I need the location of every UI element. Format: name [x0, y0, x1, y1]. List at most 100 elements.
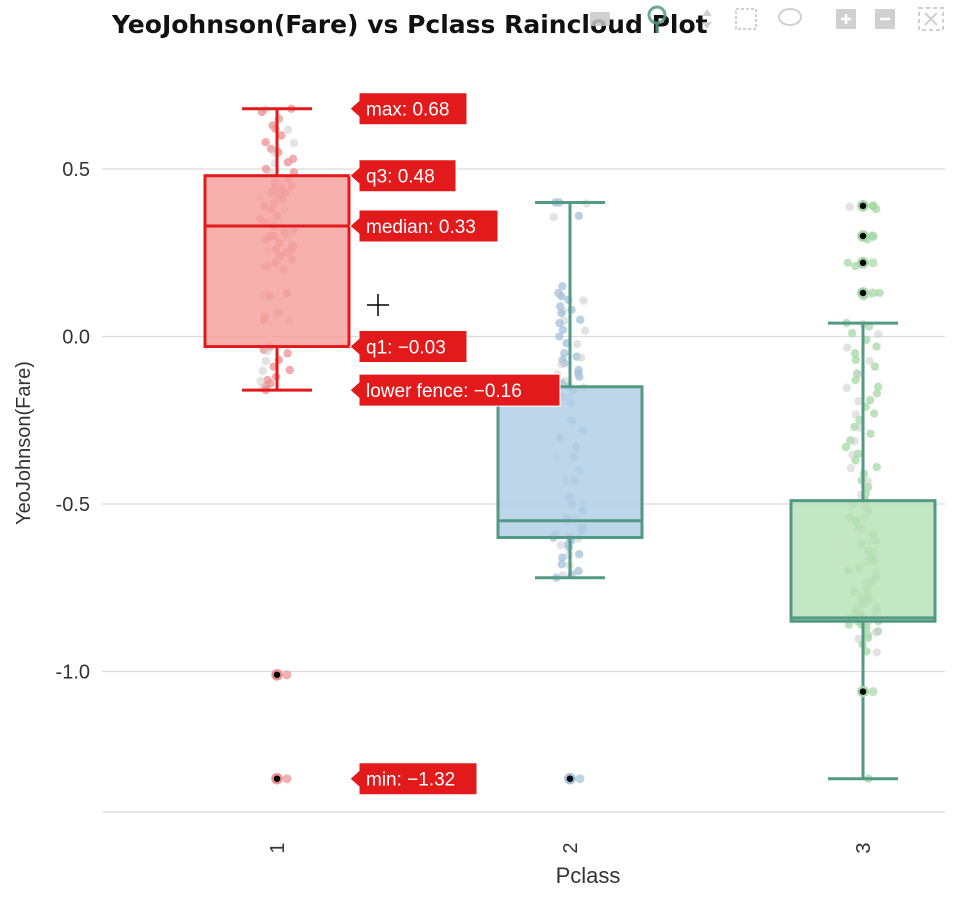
hover-label-text: q3: 0.48 [366, 167, 435, 188]
hover-label-q3: q3: 0.48 [349, 159, 457, 193]
outlier-shadow-point [868, 201, 878, 211]
data-point [256, 376, 265, 386]
data-point [576, 315, 585, 324]
autoscale-icon[interactable] [918, 7, 944, 31]
data-point [851, 456, 860, 465]
y-tick-label: -0.5 [56, 494, 90, 516]
x-axis-label: Pclass [556, 863, 621, 888]
modebar[interactable] [590, 5, 944, 33]
hover-label-text: q1: −0.03 [366, 338, 446, 359]
hover-label-box [349, 373, 561, 407]
box-layer[interactable] [203, 107, 937, 781]
data-point [872, 462, 881, 472]
autoscale-cross [924, 12, 938, 26]
hover-label-median: median: 0.33 [349, 209, 499, 243]
hover-label-lower-fence: lower fence: −0.16 [349, 373, 561, 407]
hover-label-q1: q1: −0.03 [349, 330, 468, 364]
data-point [846, 463, 856, 473]
lasso-loop [778, 8, 802, 26]
data-point [843, 343, 852, 352]
data-point [557, 360, 566, 369]
data-point [866, 429, 875, 438]
y-tick-label: -1.0 [56, 662, 90, 684]
data-point [842, 383, 851, 392]
outlier-point [857, 200, 869, 212]
hover-layer: max: 0.68 q3: 0.48 median: 0.33 q1: −0.03 lo… [349, 92, 561, 796]
hover-label-box [349, 762, 478, 796]
data-point [283, 349, 292, 358]
hover-label-text: min: −1.32 [366, 770, 455, 791]
data-point [556, 541, 566, 550]
hover-label-text: median: 0.33 [366, 217, 476, 238]
outlier-point [857, 257, 869, 269]
lasso-icon[interactable] [778, 8, 802, 26]
outlier-point [271, 669, 283, 681]
outlier-shadow-point [575, 774, 585, 784]
data-point [549, 212, 558, 222]
outlier-shadow-point [868, 288, 878, 298]
data-point [560, 349, 569, 358]
hover-label-min: min: −1.32 [349, 762, 478, 796]
outlier-point [857, 230, 869, 242]
iqr-box[interactable] [789, 499, 937, 623]
crosshair-cursor-icon [367, 294, 389, 316]
hover-label-box [349, 209, 499, 243]
pan-icon[interactable] [702, 9, 712, 29]
box-pclass-2[interactable] [496, 201, 644, 580]
hover-label-text: max: 0.68 [366, 100, 449, 121]
axis-layer: YeoJohnson(Fare) Pclass 0.5 0.0 -0.5 -1.0 1 2… [13, 159, 875, 888]
box-pclass-3[interactable] [789, 321, 937, 781]
hover-label-text: lower fence: −0.16 [366, 381, 522, 402]
autoscale-frame [918, 7, 944, 31]
zoom-out-icon[interactable] [875, 9, 895, 29]
iqr-box[interactable] [203, 174, 351, 349]
camera-icon[interactable] [590, 12, 610, 26]
data-point [863, 483, 873, 492]
data-point [575, 372, 584, 381]
data-point [555, 332, 564, 341]
data-point [558, 553, 567, 562]
outlier-shadow-point [282, 774, 292, 784]
box-pclass-1[interactable] [203, 107, 351, 392]
data-point [258, 366, 267, 376]
data-point [285, 365, 294, 375]
data-point [557, 308, 566, 318]
chart-title: YeoJohnson(Fare) vs Pclass Raincloud Plo… [111, 10, 708, 39]
data-point [850, 437, 859, 446]
outlier-layer [271, 200, 878, 785]
data-point [871, 628, 880, 637]
hover-label-box [349, 159, 457, 193]
data-point [261, 356, 271, 366]
data-point [848, 328, 857, 338]
outlier-point [271, 772, 283, 785]
data-point [841, 442, 851, 452]
zoom-in-icon[interactable] [836, 9, 856, 29]
outlier-shadow-point [868, 258, 878, 268]
data-point [843, 258, 853, 267]
data-point [874, 329, 883, 339]
data-point [872, 342, 881, 351]
data-point [263, 346, 272, 356]
plus-glyph [841, 14, 851, 24]
data-point [572, 340, 582, 349]
outlier-point [857, 685, 869, 698]
data-point [558, 282, 567, 291]
data-point [574, 566, 583, 576]
data-point [851, 355, 861, 365]
data-point [873, 382, 883, 391]
zoom-icon[interactable] [647, 5, 667, 33]
iqr-box[interactable] [496, 385, 644, 539]
y-axis-label: YeoJohnson(Fare) [13, 361, 35, 525]
data-point [851, 375, 860, 385]
y-tick-label: 0.0 [62, 327, 90, 349]
outlier-shadow-point [868, 231, 878, 241]
x-tick-label: 2 [560, 842, 582, 853]
data-point [574, 211, 584, 221]
data-point [850, 349, 860, 358]
data-point [277, 131, 286, 140]
data-point [576, 353, 586, 362]
data-point [870, 362, 880, 371]
box-select-icon[interactable] [735, 8, 757, 30]
